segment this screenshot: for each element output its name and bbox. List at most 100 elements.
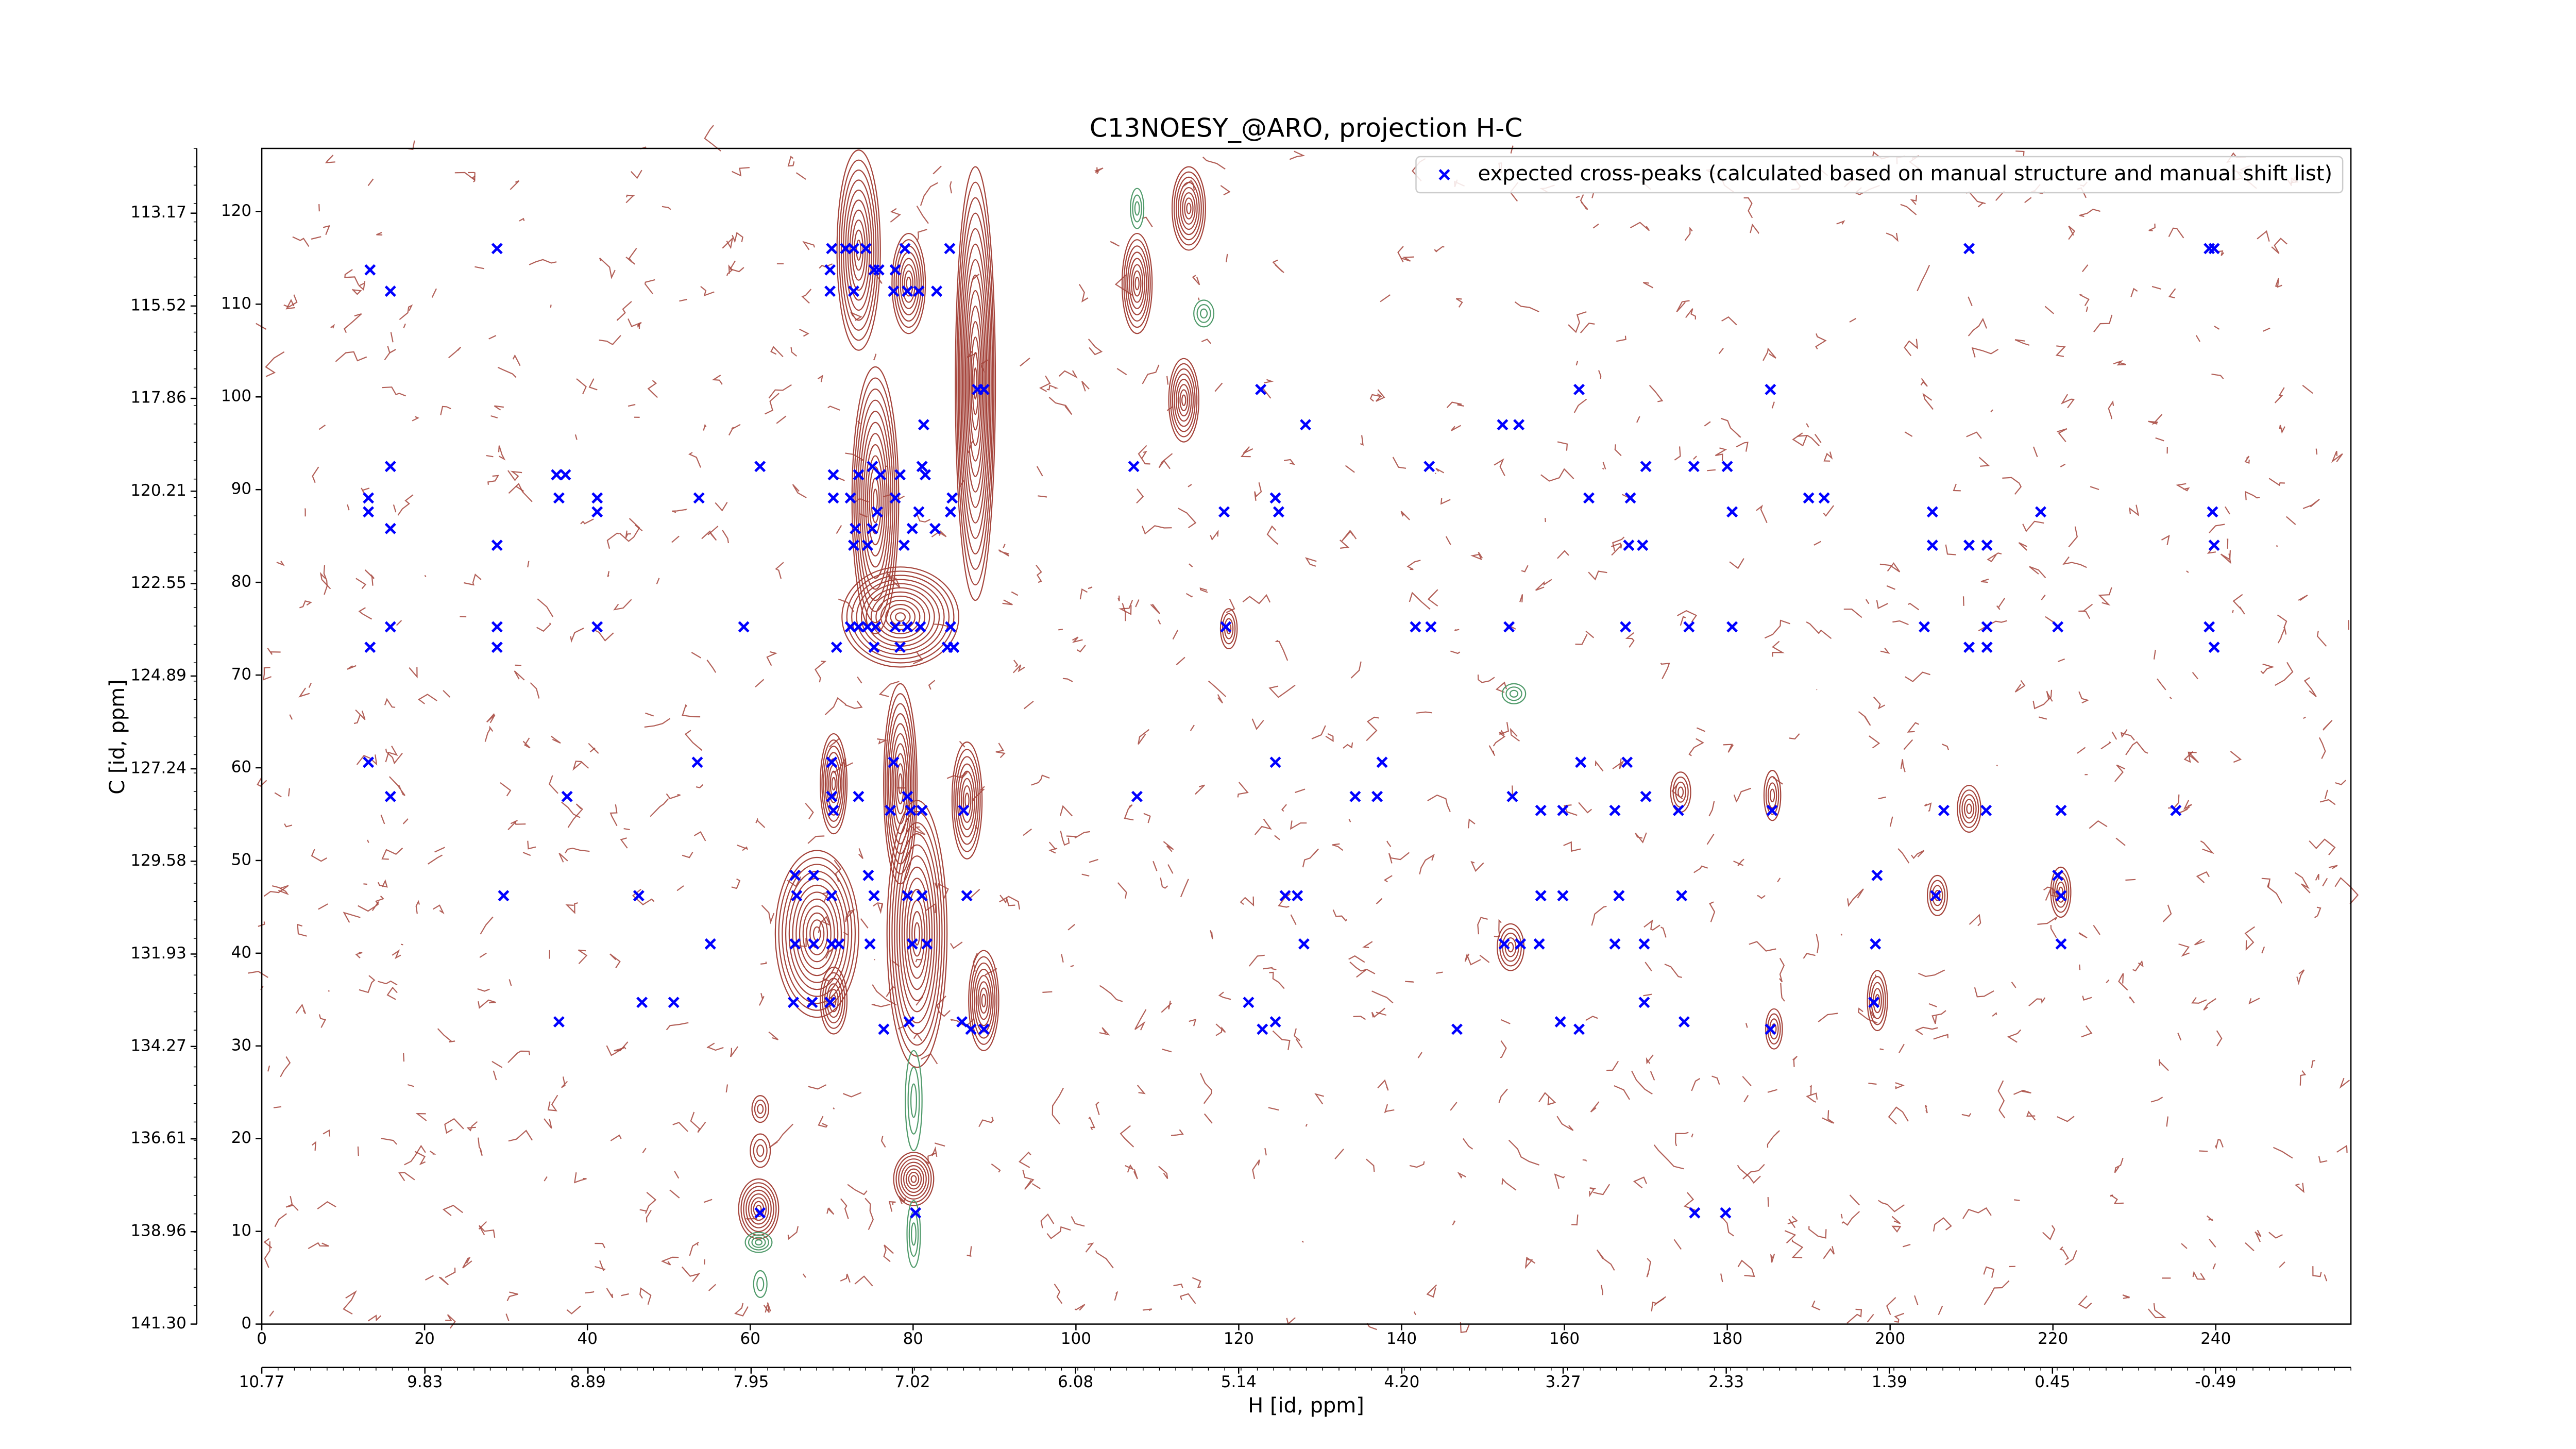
noise-contour — [2230, 751, 2242, 763]
noise-contour — [272, 885, 289, 896]
noise-contour — [1900, 759, 1906, 772]
noise-contour — [578, 949, 588, 965]
noise-contour — [1535, 579, 1552, 591]
peak-contour — [972, 962, 996, 1039]
noise-contour — [1571, 1214, 1579, 1226]
noise-contour — [606, 1045, 626, 1056]
noise-contour — [1879, 562, 1901, 572]
noise-contour — [826, 1207, 835, 1215]
noise-contour — [1392, 457, 1406, 469]
noise-contour — [1540, 468, 1574, 482]
noise-contour — [802, 1273, 806, 1278]
peak-contour — [1134, 276, 1140, 291]
peak-contour — [891, 733, 909, 835]
peak-contour — [1123, 239, 1151, 328]
peak-contour — [2050, 866, 2072, 918]
noise-contour — [429, 1150, 436, 1155]
noise-contour — [1891, 1225, 1902, 1233]
noise-contour — [2046, 690, 2049, 700]
noise-contour — [2279, 1261, 2285, 1268]
noise-contour — [2158, 1059, 2169, 1071]
noise-contour — [1792, 1056, 1798, 1067]
noise-contour — [610, 1134, 622, 1141]
noise-contour — [396, 620, 402, 626]
peak-contour — [889, 811, 945, 1057]
noise-contour — [415, 1113, 427, 1121]
cross-peak — [1803, 492, 1815, 504]
noise-contour — [836, 525, 842, 534]
noise-contour — [1088, 1116, 1095, 1131]
noise-contour — [1254, 818, 1272, 835]
noise-contour — [1190, 724, 1195, 731]
cross-peak — [1451, 1023, 1463, 1035]
noise-contour — [536, 622, 551, 632]
noise-contour — [1742, 1164, 1765, 1180]
noise-contour — [755, 817, 766, 828]
noise-contour — [1931, 1010, 1946, 1024]
peak-contour — [1675, 781, 1686, 803]
peak-contour — [824, 752, 843, 816]
cross-peak — [1689, 1207, 1701, 1219]
noise-contour — [1295, 788, 1306, 793]
noise-contour — [437, 1028, 455, 1043]
noise-contour — [2125, 741, 2148, 755]
noise-contour — [755, 679, 765, 688]
noise-contour — [1160, 877, 1168, 889]
cross-peak — [1919, 621, 1930, 633]
noise-contour — [1386, 840, 1392, 847]
noise-contour — [1362, 941, 1373, 948]
noise-contour — [1440, 498, 1451, 505]
noise-contour — [2215, 1139, 2224, 1150]
peak-contour — [907, 1067, 920, 1135]
cross-peak — [633, 890, 645, 902]
cross-peak — [889, 621, 901, 633]
noise-contour — [1614, 1085, 1630, 1100]
noise-contour — [734, 1303, 749, 1317]
peak-contour — [1176, 379, 1192, 422]
cross-peak — [978, 1023, 990, 1035]
noise-contour — [768, 384, 792, 399]
noise-contour — [2334, 877, 2359, 905]
noise-contour — [999, 895, 1015, 906]
x2-tick-label: 1.39 — [1872, 1373, 1907, 1391]
cross-peak — [363, 506, 375, 518]
noise-contour — [1721, 316, 1737, 326]
noise-contour — [842, 1092, 862, 1098]
noise-contour — [871, 1004, 891, 1007]
noise-contour — [666, 1022, 689, 1031]
noise-contour — [1406, 560, 1421, 570]
noise-contour — [1409, 1161, 1425, 1168]
peak-contour — [888, 713, 913, 855]
cross-peak — [1273, 506, 1284, 518]
x-tick-label: 100 — [1061, 1329, 1091, 1348]
noise-contour — [1903, 739, 1913, 750]
noise-contour — [1242, 594, 1271, 604]
noise-contour — [1477, 675, 1495, 683]
noise-contour — [2062, 556, 2087, 568]
noise-contour — [2026, 1110, 2036, 1121]
noise-contour — [1521, 565, 1529, 572]
noise-contour — [1806, 1092, 1818, 1103]
noise-contour — [389, 776, 405, 796]
cross-peak — [1623, 540, 1635, 551]
noise-contour — [2309, 838, 2336, 855]
noise-contour — [1938, 1305, 1943, 1316]
peak-contour — [1181, 394, 1187, 406]
noise-contour — [1460, 1322, 1470, 1333]
cross-peak — [691, 756, 703, 768]
cross-peak — [826, 243, 838, 255]
cross-peak — [498, 890, 510, 902]
noise-contour — [403, 323, 406, 329]
noise-contour — [2199, 1150, 2208, 1152]
noise-contour — [1933, 1217, 1952, 1232]
noise-contour — [510, 180, 520, 190]
cross-peak — [491, 621, 503, 633]
noise-contour — [2195, 335, 2200, 342]
cross-peak — [913, 506, 925, 518]
x2-tick-label: -0.49 — [2195, 1373, 2236, 1391]
noise-contour — [1878, 1200, 1905, 1212]
noise-contour — [1176, 656, 1185, 665]
noise-contour — [530, 682, 540, 699]
peak-contour — [898, 773, 903, 795]
peak-contour — [1767, 782, 1777, 809]
